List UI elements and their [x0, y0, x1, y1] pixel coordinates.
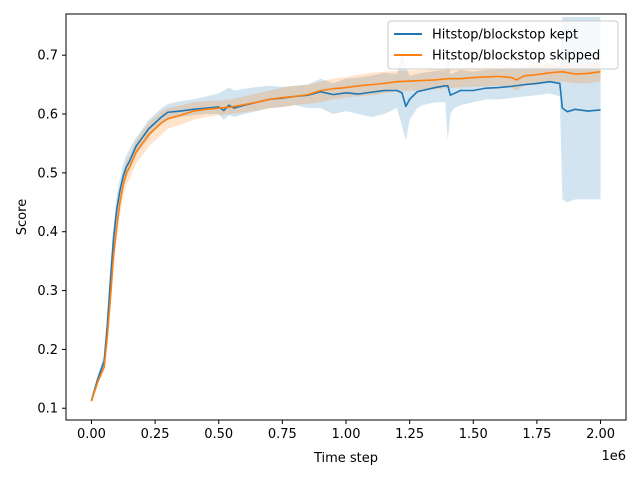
y-tick-label: 0.4: [37, 225, 58, 240]
x-tick-label: 0.75: [268, 427, 297, 442]
x-tick-label: 1.00: [332, 427, 361, 442]
series-line-kept: [90, 80, 601, 401]
x-tick-label: 0.25: [141, 427, 170, 442]
series-line-skipped: [90, 70, 601, 402]
x-tick-label: 0.50: [204, 427, 233, 442]
x-tick-label: 2.00: [586, 427, 615, 442]
y-tick-label: 0.6: [37, 108, 58, 123]
x-axis-offset-label: 1e6: [601, 449, 626, 464]
y-tick-label: 0.2: [37, 343, 58, 358]
x-axis-ticks: 0.00 0.25 0.50 0.75 1.00 1.25 1.50 1.75 2.00: [77, 420, 615, 442]
x-tick-label: 0.00: [77, 427, 106, 442]
y-tick-label: 0.5: [37, 166, 58, 181]
legend: Hitstop/blockstop kept Hitstop/blockstop…: [387, 20, 619, 70]
x-tick-label: 1.25: [395, 427, 424, 442]
confidence-bands: [91, 16, 601, 403]
legend-label-skipped: Hitstop/blockstop skipped: [432, 49, 600, 64]
y-tick-label: 0.3: [37, 284, 58, 299]
y-axis-ticks: 0.1 0.2 0.3 0.4 0.5 0.6 0.7: [37, 49, 66, 417]
legend-box: [387, 20, 619, 70]
confidence-band-kept: [91, 16, 601, 403]
x-tick-label: 1.50: [459, 427, 488, 442]
y-axis-label: Score: [15, 199, 30, 235]
x-axis-label: Time step: [313, 451, 378, 466]
x-tick-label: 1.75: [522, 427, 551, 442]
y-tick-label: 0.1: [37, 402, 58, 417]
series-lines: [90, 70, 601, 402]
legend-label-kept: Hitstop/blockstop kept: [432, 28, 578, 43]
y-tick-label: 0.7: [37, 49, 58, 64]
